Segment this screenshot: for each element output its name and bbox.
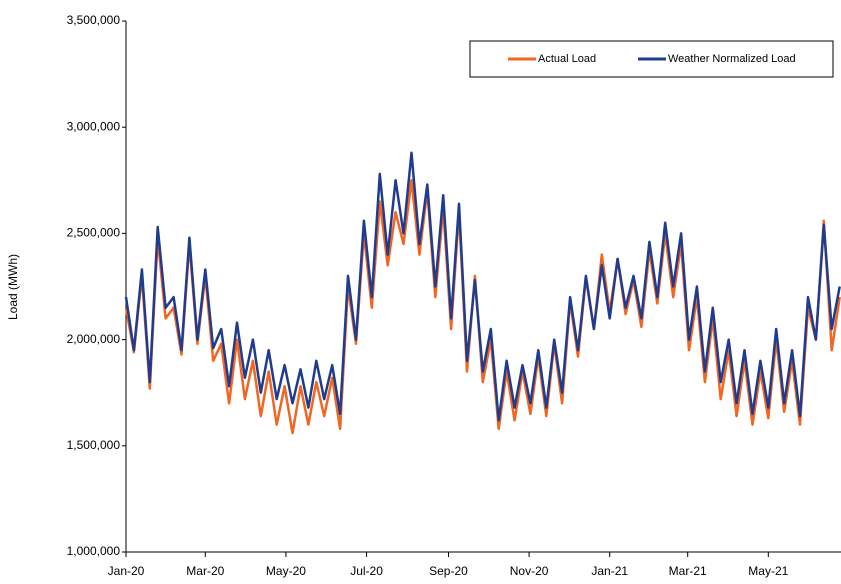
x-tick-label: Jul-20 bbox=[350, 564, 383, 578]
x-tick-label: Jan-20 bbox=[108, 564, 145, 578]
x-tick-label: Mar-20 bbox=[186, 564, 224, 578]
x-tick-label: Sep-20 bbox=[429, 564, 468, 578]
x-tick-label: May-20 bbox=[266, 564, 306, 578]
y-tick-label: 2,000,000 bbox=[67, 332, 121, 346]
series-line bbox=[124, 179, 841, 435]
y-tick-label: 2,500,000 bbox=[67, 226, 121, 240]
series-line bbox=[124, 151, 841, 422]
y-tick-label: 3,500,000 bbox=[67, 13, 121, 27]
legend-label: Actual Load bbox=[538, 53, 596, 65]
legend-label: Weather Normalized Load bbox=[668, 53, 796, 65]
y-tick-label: 3,000,000 bbox=[67, 119, 121, 133]
x-tick-label: Nov-20 bbox=[510, 564, 549, 578]
y-tick-label: 1,000,000 bbox=[67, 544, 121, 558]
y-tick-label: 1,500,000 bbox=[67, 438, 121, 452]
x-tick-label: Jan-21 bbox=[591, 564, 628, 578]
x-tick-label: May-21 bbox=[748, 564, 788, 578]
y-axis-label: Load (MWh) bbox=[6, 254, 20, 320]
x-tick-label: Mar-21 bbox=[669, 564, 707, 578]
